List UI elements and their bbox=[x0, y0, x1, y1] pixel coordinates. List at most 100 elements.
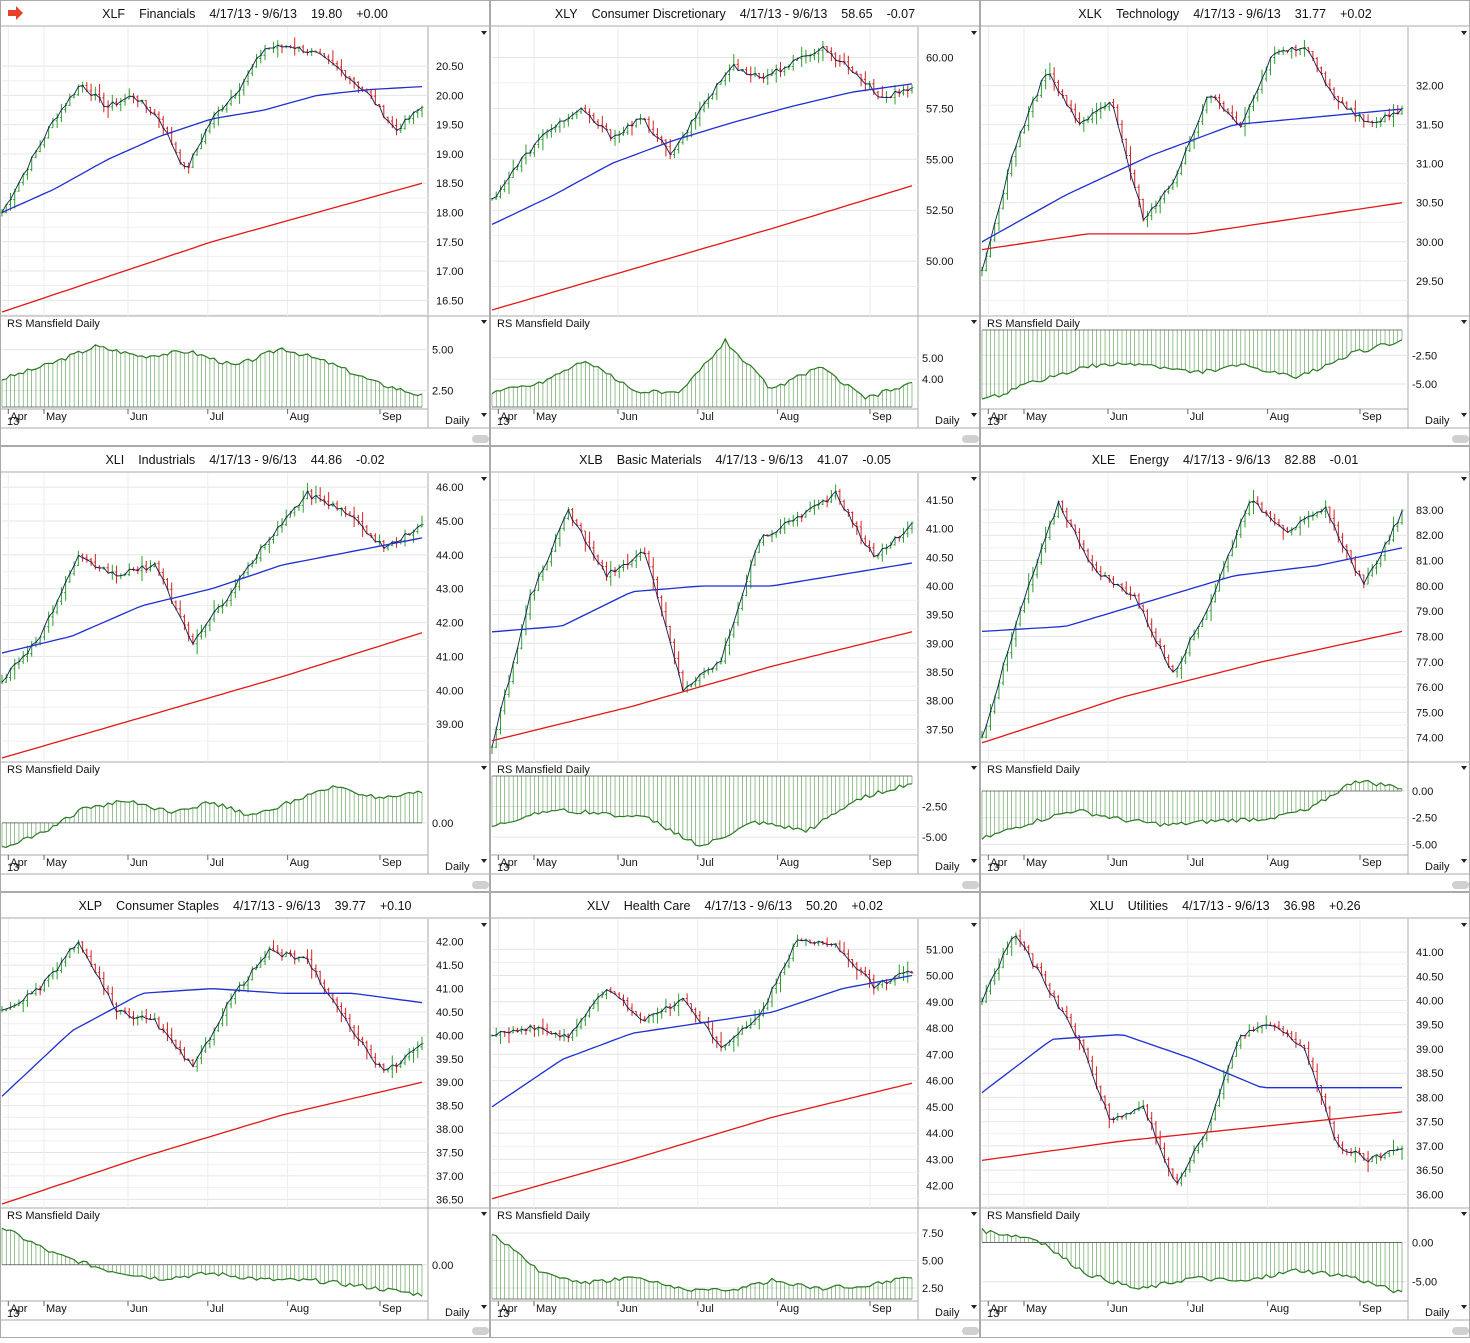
period-label[interactable]: Daily bbox=[935, 415, 960, 427]
y-tick-label: 39.00 bbox=[1416, 1044, 1444, 1056]
axis-menu-icon[interactable] bbox=[1461, 859, 1467, 863]
axis-menu-icon[interactable] bbox=[1461, 1305, 1467, 1309]
symbol-label: XLI bbox=[105, 453, 124, 467]
year-label: 13 bbox=[7, 1308, 19, 1320]
scrollbar-thumb[interactable] bbox=[472, 1327, 489, 1335]
price-pane-menu-icon[interactable] bbox=[1461, 923, 1467, 927]
sector-name: Energy bbox=[1129, 453, 1169, 467]
scrollbar-thumb[interactable] bbox=[962, 1327, 979, 1335]
chart-panel-xlk[interactable]: XLK Technology 4/17/13 - 9/6/13 31.77 +0.02 3… bbox=[980, 0, 1470, 446]
price-pane-menu-icon[interactable] bbox=[481, 477, 487, 481]
y-tick-label: 41.50 bbox=[926, 495, 954, 507]
period-label[interactable]: Daily bbox=[935, 1307, 960, 1319]
rs-line bbox=[981, 339, 1403, 400]
red-right-arrow-icon[interactable] bbox=[8, 6, 23, 20]
chart-panel-xli[interactable]: XLI Industrials 4/17/13 - 9/6/13 44.86 -0.02… bbox=[0, 446, 490, 892]
rs-pane-menu-icon[interactable] bbox=[971, 1212, 977, 1216]
scrollbar-thumb[interactable] bbox=[472, 435, 489, 443]
chart-panel-xly[interactable]: XLY Consumer Discretionary 4/17/13 - 9/6/1… bbox=[490, 0, 980, 446]
month-label: Jun bbox=[130, 411, 148, 423]
month-label: Jun bbox=[1110, 857, 1128, 869]
rs-label: RS Mansfield Daily bbox=[497, 318, 590, 330]
rs-line bbox=[981, 1228, 1403, 1294]
rs-gridlines bbox=[2, 349, 428, 392]
chart-panel-xle[interactable]: XLE Energy 4/17/13 - 9/6/13 82.88 -0.01 83.00… bbox=[980, 446, 1470, 892]
y-tick-label: 40.00 bbox=[436, 685, 464, 697]
y-tick-label: 43.00 bbox=[926, 1154, 954, 1166]
rs-tick-label: -5.00 bbox=[922, 832, 947, 844]
scrollbar-thumb[interactable] bbox=[472, 881, 489, 889]
price-pane-menu-icon[interactable] bbox=[1461, 31, 1467, 35]
ohlc-bars bbox=[0, 939, 424, 1079]
y-tick-label: 40.50 bbox=[436, 1007, 464, 1019]
year-label: 13 bbox=[497, 862, 509, 874]
axis-menu-icon[interactable] bbox=[481, 859, 487, 863]
rs-pane-menu-icon[interactable] bbox=[971, 766, 977, 770]
rs-pane-menu-icon[interactable] bbox=[1461, 1212, 1467, 1216]
period-label[interactable]: Daily bbox=[445, 415, 470, 427]
chart-panel-xlb[interactable]: XLB Basic Materials 4/17/13 - 9/6/13 41.07-… bbox=[490, 446, 980, 892]
month-label: Aug bbox=[1270, 411, 1290, 423]
rs-pane-menu-icon[interactable] bbox=[481, 320, 487, 324]
price-pane-menu-icon[interactable] bbox=[1461, 477, 1467, 481]
chart-panel-xlp[interactable]: XLP Consumer Staples 4/17/13 - 9/6/13 39.77… bbox=[0, 892, 490, 1338]
sector-name: Basic Materials bbox=[617, 453, 702, 467]
price-pane-menu-icon[interactable] bbox=[971, 923, 977, 927]
axis-menu-icon[interactable] bbox=[1461, 413, 1467, 417]
axis-menu-icon[interactable] bbox=[971, 859, 977, 863]
y-tick-label: 41.50 bbox=[436, 960, 464, 972]
axis-menu-icon[interactable] bbox=[971, 413, 977, 417]
chart-panel-xlu[interactable]: XLU Utilities 4/17/13 - 9/6/13 36.98 +0.26 41… bbox=[980, 892, 1470, 1338]
y-tick-label: 40.00 bbox=[436, 1030, 464, 1042]
month-label: Jun bbox=[1110, 1303, 1128, 1315]
month-label: Jun bbox=[620, 411, 638, 423]
year-label: 13 bbox=[987, 416, 999, 428]
y-tick-label: 42.00 bbox=[926, 1181, 954, 1193]
period-label[interactable]: Daily bbox=[445, 861, 470, 873]
price-gridlines bbox=[492, 473, 918, 762]
y-tick-label: 16.50 bbox=[436, 295, 464, 307]
period-label[interactable]: Daily bbox=[445, 1307, 470, 1319]
chart-panel-xlf[interactable]: XLF Financials 4/17/13 - 9/6/13 19.80 +0.00 2… bbox=[0, 0, 490, 446]
month-label: May bbox=[536, 857, 557, 869]
panel-frame bbox=[980, 0, 1470, 446]
scrollbar-thumb[interactable] bbox=[962, 435, 979, 443]
price-pane-menu-icon[interactable] bbox=[481, 31, 487, 35]
period-label[interactable]: Daily bbox=[1425, 415, 1450, 427]
rs-line bbox=[1, 344, 423, 397]
period-label[interactable]: Daily bbox=[1425, 861, 1450, 873]
y-tick-label: 44.00 bbox=[436, 550, 464, 562]
scrollbar-thumb[interactable] bbox=[962, 881, 979, 889]
price-pane-menu-icon[interactable] bbox=[971, 477, 977, 481]
month-label: Sep bbox=[382, 1303, 402, 1315]
scrollbar-thumb[interactable] bbox=[1452, 1327, 1469, 1335]
period-label[interactable]: Daily bbox=[1425, 1307, 1450, 1319]
price-change: +0.10 bbox=[380, 899, 412, 913]
sector-name: Health Care bbox=[624, 899, 691, 913]
rs-pane-menu-icon[interactable] bbox=[971, 320, 977, 324]
chart-title: XLU Utilities 4/17/13 - 9/6/13 36.98 +0.26 bbox=[1089, 899, 1360, 913]
month-label: Aug bbox=[780, 1303, 800, 1315]
price-gridlines bbox=[2, 27, 428, 316]
rs-pane-menu-icon[interactable] bbox=[481, 1212, 487, 1216]
chart-svg: XLI Industrials 4/17/13 - 9/6/13 44.86 -0.02… bbox=[0, 446, 490, 892]
axis-menu-icon[interactable] bbox=[481, 413, 487, 417]
scrollbar-thumb[interactable] bbox=[1452, 881, 1469, 889]
y-tick-label: 39.50 bbox=[436, 1054, 464, 1066]
rs-pane-menu-icon[interactable] bbox=[481, 766, 487, 770]
axis-menu-icon[interactable] bbox=[481, 1305, 487, 1309]
rs-pane-menu-icon[interactable] bbox=[1461, 766, 1467, 770]
period-label[interactable]: Daily bbox=[935, 861, 960, 873]
scrollbar-thumb[interactable] bbox=[1452, 435, 1469, 443]
y-tick-label: 40.00 bbox=[1416, 996, 1444, 1008]
axis-menu-icon[interactable] bbox=[971, 1305, 977, 1309]
rs-histogram bbox=[491, 776, 913, 847]
price-pane-menu-icon[interactable] bbox=[971, 31, 977, 35]
month-label: May bbox=[46, 1303, 67, 1315]
chart-svg: XLP Consumer Staples 4/17/13 - 9/6/13 39.77… bbox=[0, 892, 490, 1338]
y-tick-label: 51.00 bbox=[926, 944, 954, 956]
rs-pane-menu-icon[interactable] bbox=[1461, 320, 1467, 324]
y-tick-label: 39.00 bbox=[436, 719, 464, 731]
price-pane-menu-icon[interactable] bbox=[481, 923, 487, 927]
chart-panel-xlv[interactable]: XLV Health Care 4/17/13 - 9/6/13 50.20 +0.02… bbox=[490, 892, 980, 1338]
